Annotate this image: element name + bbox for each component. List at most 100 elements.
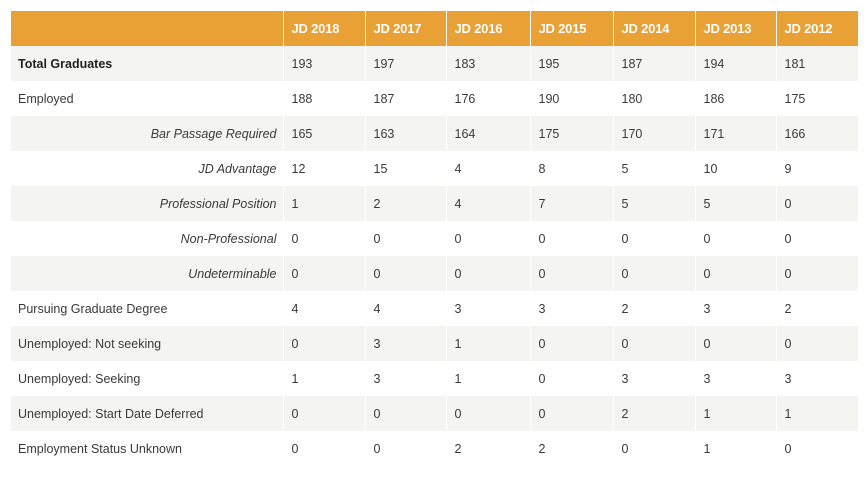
value-cell: 2 [445, 431, 530, 466]
row-label: Unemployed: Not seeking [18, 336, 162, 351]
value-cell: 0 [364, 221, 446, 256]
value-cell: 2 [612, 291, 695, 326]
value-cell: 1 [694, 396, 776, 431]
table-row: Unemployed: Start Date Deferred 0 0 0 0 2 1 1 [11, 396, 858, 431]
value-cell: 0 [612, 221, 695, 256]
value-cell: 181 [775, 46, 858, 81]
value-cell: 2 [775, 291, 858, 326]
value-cell: 8 [529, 151, 613, 186]
row-label: Pursuing Graduate Degree [18, 301, 168, 316]
value-cell: 5 [612, 186, 695, 221]
value-cell: 0 [775, 186, 858, 221]
table-body: Total Graduates 193 197 183 195 187 194 181 Empl… [11, 46, 858, 466]
value-cell: 0 [775, 256, 858, 291]
value-cell: 176 [445, 81, 530, 116]
value-cell: 3 [775, 361, 858, 396]
row-label: Total Graduates [18, 56, 113, 71]
value-cell: 0 [282, 256, 365, 291]
row-label: Bar Passage Required [150, 126, 277, 141]
value-cell: 0 [612, 431, 695, 466]
header-row: JD 2018 JD 2017 JD 2016 JD 2015 JD 2014 … [11, 11, 858, 46]
value-cell: 0 [694, 256, 776, 291]
value-cell: 10 [694, 151, 776, 186]
value-cell: 180 [612, 81, 695, 116]
table-row: Total Graduates 193 197 183 195 187 194 181 [11, 46, 858, 81]
value-cell: 0 [445, 221, 530, 256]
value-cell: 3 [694, 291, 776, 326]
value-cell: 0 [775, 221, 858, 256]
value-cell: 1 [445, 326, 530, 361]
row-label: Employment Status Unknown [18, 441, 182, 456]
value-cell: 9 [775, 151, 858, 186]
table-row: JD Advantage 12 15 4 8 5 10 9 [11, 151, 858, 186]
header-cell-jd-2015: JD 2015 [529, 11, 613, 46]
value-cell: 12 [282, 151, 365, 186]
value-cell: 3 [694, 361, 776, 396]
header-cell-label [11, 11, 283, 46]
value-cell: 2 [529, 431, 613, 466]
value-cell: 187 [612, 46, 695, 81]
value-cell: 0 [282, 221, 365, 256]
value-cell: 183 [445, 46, 530, 81]
value-cell: 3 [364, 326, 446, 361]
table-row: Bar Passage Required 165 163 164 175 170 171 16… [11, 116, 858, 151]
value-cell: 0 [694, 221, 776, 256]
value-cell: 194 [694, 46, 776, 81]
value-cell: 0 [529, 221, 613, 256]
value-cell: 0 [775, 326, 858, 361]
value-cell: 193 [282, 46, 365, 81]
value-cell: 166 [775, 116, 858, 151]
value-cell: 0 [282, 326, 365, 361]
header-cell-jd-2014: JD 2014 [612, 11, 695, 46]
value-cell: 0 [445, 396, 530, 431]
table-row: Non-Professional 0 0 0 0 0 0 0 [11, 221, 858, 256]
value-cell: 0 [282, 431, 365, 466]
value-cell: 190 [529, 81, 613, 116]
row-label: Unemployed: Seeking [18, 371, 141, 386]
value-cell: 197 [364, 46, 446, 81]
value-cell: 1 [775, 396, 858, 431]
value-cell: 170 [612, 116, 695, 151]
value-cell: 0 [612, 256, 695, 291]
value-cell: 3 [364, 361, 446, 396]
header-cell-jd-2016: JD 2016 [445, 11, 530, 46]
value-cell: 171 [694, 116, 776, 151]
value-cell: 0 [282, 396, 365, 431]
value-cell: 7 [529, 186, 613, 221]
value-cell: 0 [445, 256, 530, 291]
table-row: Pursuing Graduate Degree 4 4 3 3 2 3 2 [11, 291, 858, 326]
value-cell: 0 [364, 256, 446, 291]
row-label: Unemployed: Start Date Deferred [18, 406, 204, 421]
table-row: Unemployed: Not seeking 0 3 1 0 0 0 0 [11, 326, 858, 361]
row-label: Professional Position [159, 196, 277, 211]
table-row: Professional Position 1 2 4 7 5 5 0 [11, 186, 858, 221]
header-cell-jd-2012: JD 2012 [775, 11, 858, 46]
value-cell: 2 [612, 396, 695, 431]
row-label: Undeterminable [188, 266, 277, 281]
row-label: Employed [18, 91, 74, 106]
value-cell: 163 [364, 116, 446, 151]
value-cell: 0 [694, 326, 776, 361]
value-cell: 195 [529, 46, 613, 81]
value-cell: 1 [282, 186, 365, 221]
value-cell: 0 [612, 326, 695, 361]
value-cell: 4 [445, 186, 530, 221]
value-cell: 188 [282, 81, 365, 116]
value-cell: 0 [364, 396, 446, 431]
value-cell: 164 [445, 116, 530, 151]
table-row: Undeterminable 0 0 0 0 0 0 0 [11, 256, 858, 291]
value-cell: 3 [612, 361, 695, 396]
value-cell: 4 [282, 291, 365, 326]
value-cell: 165 [282, 116, 365, 151]
value-cell: 1 [282, 361, 365, 396]
table-header: JD 2018 JD 2017 JD 2016 JD 2015 JD 2014 … [11, 11, 858, 46]
value-cell: 0 [529, 256, 613, 291]
value-cell: 175 [775, 81, 858, 116]
value-cell: 5 [612, 151, 695, 186]
value-cell: 0 [364, 431, 446, 466]
header-cell-jd-2018: JD 2018 [282, 11, 365, 46]
value-cell: 0 [529, 396, 613, 431]
value-cell: 1 [694, 431, 776, 466]
value-cell: 15 [364, 151, 446, 186]
value-cell: 175 [529, 116, 613, 151]
